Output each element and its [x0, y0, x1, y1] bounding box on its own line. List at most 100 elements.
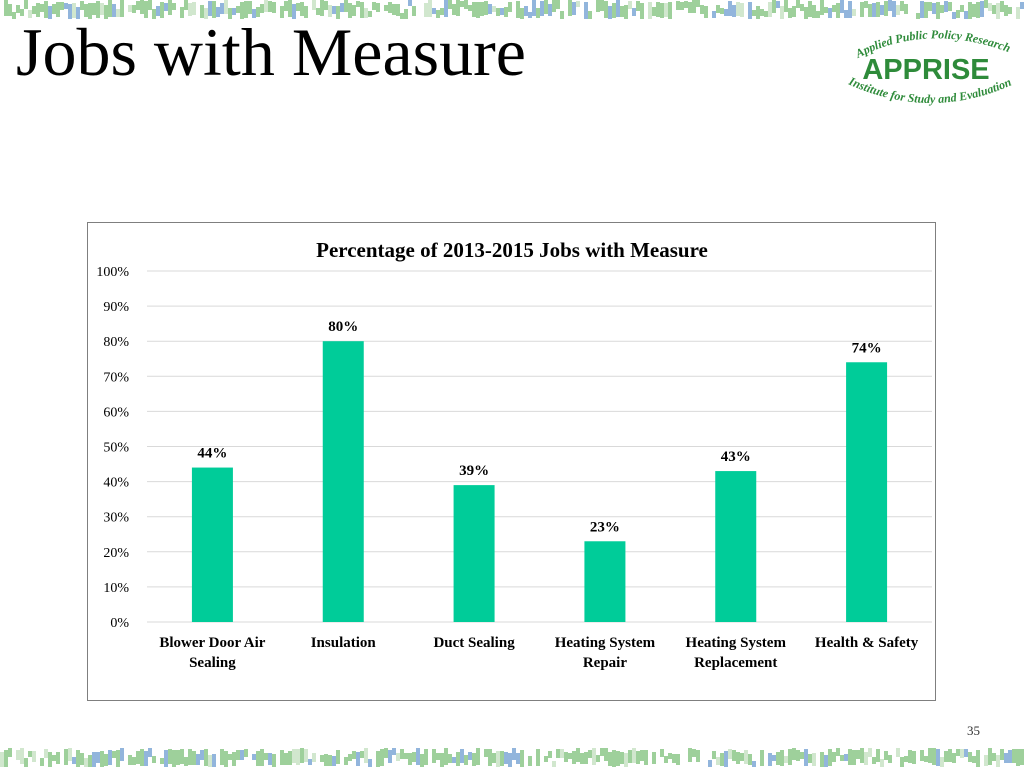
band-texture-block — [920, 1, 924, 18]
band-texture-block — [432, 8, 436, 14]
band-texture-block — [812, 753, 816, 766]
band-texture-block — [992, 5, 996, 14]
band-texture-block — [188, 3, 192, 16]
band-texture-block — [876, 2, 880, 17]
band-texture-block — [216, 754, 220, 767]
band-texture-block — [60, 2, 64, 10]
band-texture-block — [804, 749, 808, 766]
band-texture-block — [224, 0, 228, 14]
band-texture-block — [296, 749, 300, 765]
band-texture-block — [976, 2, 980, 18]
y-tick-label: 70% — [103, 370, 129, 385]
band-texture-block — [164, 750, 168, 767]
band-texture-block — [860, 2, 864, 17]
data-label: 80% — [328, 319, 358, 335]
band-texture-block — [324, 754, 328, 766]
x-tick-label: Blower Door Air — [159, 635, 265, 651]
band-texture-block — [436, 10, 440, 18]
data-label: 74% — [852, 340, 882, 356]
band-texture-block — [784, 0, 788, 12]
band-texture-block — [568, 753, 572, 759]
x-tick-label: Replacement — [694, 655, 777, 671]
band-texture-block — [532, 755, 536, 761]
band-texture-block — [324, 1, 328, 10]
x-tick-label: Health & Safety — [815, 635, 919, 651]
bar — [584, 541, 626, 622]
band-texture-block — [728, 1, 732, 16]
band-texture-block — [752, 10, 756, 16]
band-texture-block — [500, 751, 504, 766]
band-texture-block — [212, 754, 216, 767]
band-texture-block — [412, 752, 416, 762]
bar — [191, 467, 233, 622]
band-texture-block — [664, 3, 668, 17]
band-texture-block — [652, 752, 656, 764]
band-texture-block — [120, 0, 124, 17]
band-texture-block — [792, 6, 796, 17]
band-texture-block — [992, 753, 996, 761]
band-texture-block — [380, 749, 384, 766]
band-texture-block — [672, 5, 676, 11]
band-texture-block — [892, 752, 896, 762]
band-texture-block — [228, 8, 232, 19]
band-texture-block — [172, 750, 176, 767]
band-texture-block — [608, 6, 612, 19]
band-texture-block — [760, 9, 764, 16]
x-tick-label: Duct Sealing — [433, 635, 515, 651]
band-texture-block — [8, 4, 12, 16]
band-texture-block — [240, 750, 244, 760]
band-texture-block — [508, 2, 512, 12]
band-texture-block — [932, 748, 936, 765]
band-texture-block — [972, 4, 976, 17]
band-texture-block — [776, 752, 780, 765]
band-texture-block — [700, 757, 704, 765]
band-texture-block — [112, 751, 116, 758]
band-texture-block — [28, 10, 32, 18]
band-texture-block — [276, 749, 280, 766]
band-texture-block — [772, 0, 776, 13]
band-texture-block — [884, 1, 888, 16]
band-texture-block — [108, 0, 112, 17]
band-texture-block — [360, 2, 364, 18]
band-texture-block — [4, 750, 8, 767]
band-texture-block — [376, 3, 380, 12]
band-texture-block — [692, 0, 696, 13]
band-texture-block — [628, 750, 632, 763]
band-texture-block — [412, 6, 416, 16]
band-texture-block — [664, 756, 668, 763]
x-tick-label: Repair — [583, 655, 628, 671]
y-tick-label: 20% — [103, 546, 129, 561]
band-texture-block — [720, 8, 724, 14]
band-texture-block — [460, 749, 464, 763]
band-texture-block — [980, 1, 984, 17]
band-texture-block — [988, 3, 992, 11]
band-texture-block — [152, 756, 156, 763]
band-texture-block — [740, 753, 744, 761]
band-texture-block — [752, 761, 756, 767]
band-texture-block — [48, 6, 52, 19]
band-texture-block — [808, 754, 812, 763]
band-texture-block — [456, 0, 460, 16]
band-texture-block — [320, 755, 324, 762]
band-texture-block — [452, 757, 456, 763]
band-texture-block — [964, 749, 968, 757]
band-texture-block — [12, 12, 16, 19]
band-texture-block — [248, 1, 252, 14]
x-tick-label: Heating System — [555, 635, 656, 651]
band-texture-block — [612, 3, 616, 18]
band-texture-block — [476, 2, 480, 18]
band-texture-block — [940, 757, 944, 767]
band-texture-block — [408, 0, 412, 6]
band-texture-block — [268, 753, 272, 765]
band-texture-block — [104, 754, 108, 766]
band-texture-block — [492, 6, 496, 12]
band-texture-block — [548, 751, 552, 758]
band-texture-block — [608, 752, 612, 766]
x-tick-label: Heating System — [686, 635, 787, 651]
band-texture-block — [796, 750, 800, 761]
band-texture-block — [868, 748, 872, 757]
band-texture-block — [260, 4, 264, 13]
band-texture-block — [764, 11, 768, 17]
band-texture-block — [296, 3, 300, 11]
band-texture-block — [900, 1, 904, 11]
